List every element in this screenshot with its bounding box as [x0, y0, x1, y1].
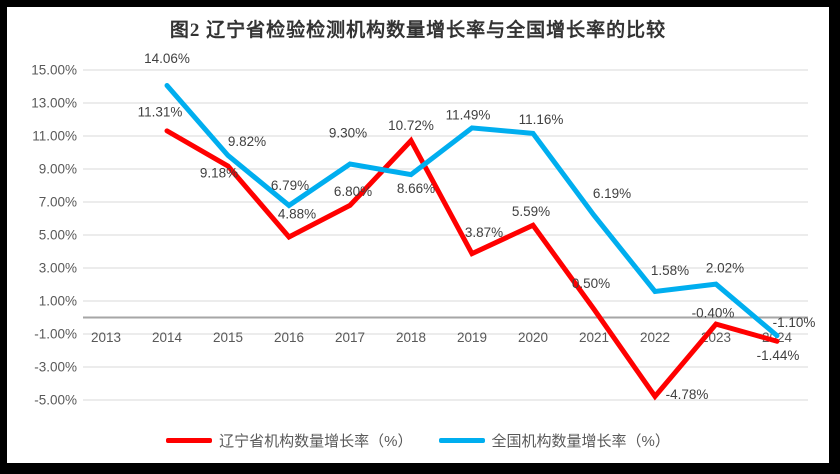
- y-axis-tick-label: 1.00%: [39, 294, 77, 309]
- y-axis-tick-label: 13.00%: [31, 96, 77, 111]
- y-axis-tick-label: 11.00%: [32, 129, 77, 144]
- legend-item-liaoning: 辽宁省机构数量增长率（%）: [166, 430, 413, 451]
- chart-image-frame: 图2 辽宁省检验检测机构数量增长率与全国增长率的比较 15.00% 13.00% 1…: [7, 7, 829, 463]
- data-label: 9.82%: [228, 134, 266, 149]
- data-label: 1.58%: [651, 263, 689, 278]
- line-chart-plot-area: 15.00% 13.00% 11.00% 9.00% 7.00% 5.00% 3.00% 1.…: [31, 51, 816, 408]
- x-axis-tick-label: 2020: [518, 330, 548, 345]
- data-label: 2.02%: [706, 261, 744, 276]
- y-axis-tick-label: 5.00%: [39, 228, 77, 243]
- legend-label-national: 全国机构数量增长率（%）: [491, 433, 670, 450]
- x-axis-tick-label: 2017: [335, 330, 365, 345]
- data-label: 3.87%: [465, 225, 503, 240]
- series-line-liaoning: [164, 128, 780, 401]
- legend-line-swatch-national: [438, 438, 485, 443]
- legend-item-national: 全国机构数量增长率（%）: [438, 430, 670, 451]
- data-label: 6.19%: [593, 186, 631, 201]
- legend-line-swatch-liaoning: [166, 438, 213, 443]
- y-axis-tick-label: 15.00%: [31, 63, 77, 78]
- data-label: 8.66%: [397, 181, 435, 196]
- data-label: 5.59%: [512, 204, 550, 219]
- x-axis-tick-label: 2013: [91, 330, 121, 345]
- y-axis-tick-label: 9.00%: [39, 162, 77, 177]
- data-label: 6.80%: [334, 184, 372, 199]
- x-axis-tick-label: 2014: [152, 330, 183, 345]
- data-label: 11.31%: [138, 104, 183, 119]
- data-label: 4.88%: [278, 206, 316, 221]
- x-axis-tick-label: 2018: [396, 330, 426, 345]
- x-axis-tick-label: 2015: [213, 330, 243, 345]
- data-label: 11.49%: [446, 107, 491, 122]
- data-label: 0.50%: [572, 276, 610, 291]
- data-label: -0.40%: [692, 306, 735, 321]
- series-line-national: [164, 83, 780, 339]
- data-label: 9.30%: [329, 126, 367, 141]
- x-axis-tick-label: 2022: [640, 330, 670, 345]
- data-label: 10.72%: [388, 118, 434, 133]
- x-axis-tick-label: 2016: [274, 330, 304, 345]
- legend-label-liaoning: 辽宁省机构数量增长率（%）: [219, 433, 413, 450]
- chart-title: 图2 辽宁省检验检测机构数量增长率与全国增长率的比较: [169, 20, 667, 41]
- data-label: 6.79%: [271, 178, 309, 193]
- y-axis-tick-label: 7.00%: [39, 195, 77, 210]
- y-axis-tick-label: -3.00%: [34, 360, 77, 375]
- data-label: -4.78%: [666, 387, 709, 402]
- x-axis-tick-label: 2021: [579, 330, 609, 345]
- y-axis-tick-label: -1.00%: [34, 327, 77, 342]
- x-axis-tick-label: 2019: [457, 330, 487, 345]
- data-label: -1.10%: [773, 315, 816, 330]
- data-label: 14.06%: [144, 51, 190, 66]
- data-label: -1.44%: [757, 348, 800, 363]
- y-axis-tick-label: 3.00%: [39, 261, 77, 276]
- chart-legend: 辽宁省机构数量增长率（%） 全国机构数量增长率（%）: [7, 430, 829, 451]
- data-label: 9.18%: [200, 166, 238, 181]
- data-label: 11.16%: [519, 112, 564, 127]
- y-axis-tick-label: -5.00%: [34, 393, 77, 408]
